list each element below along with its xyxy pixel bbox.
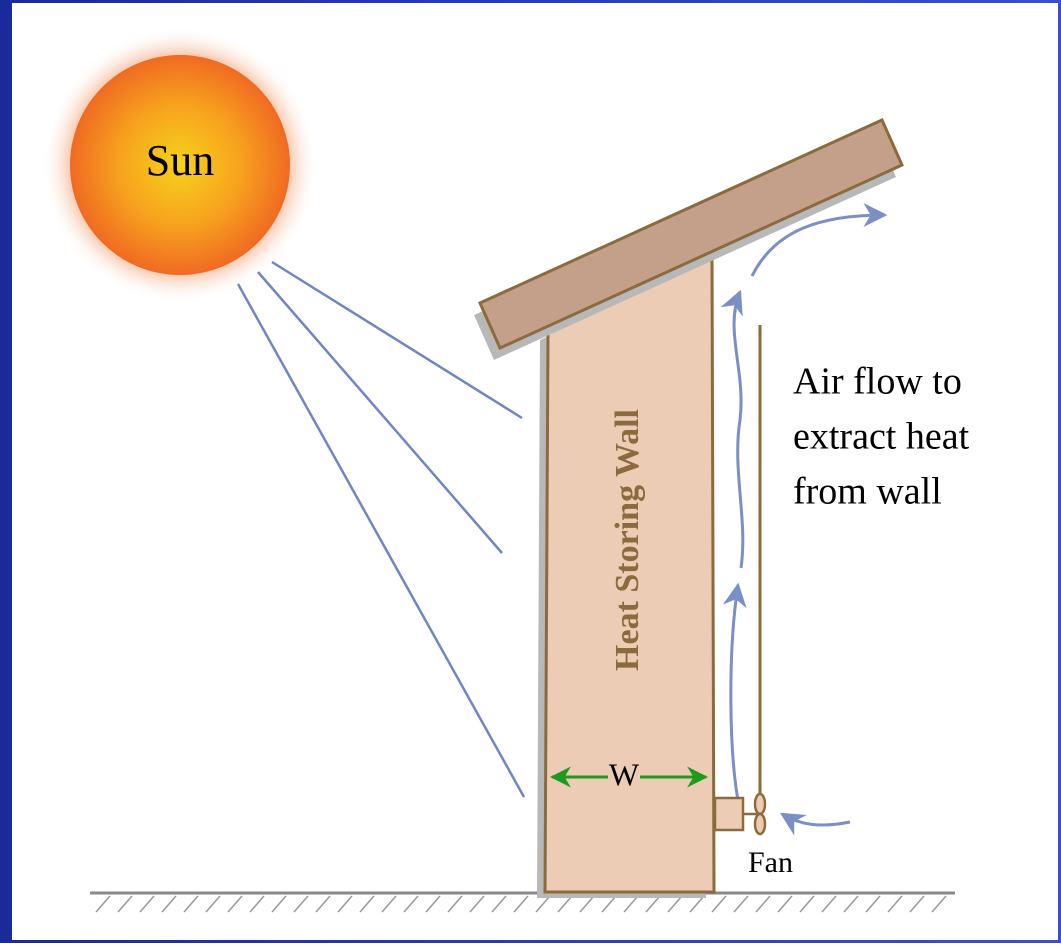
sun-label: Sun [146,136,214,185]
hatch-mark [799,895,815,913]
hatch-mark [117,895,133,913]
flow-arrow [720,289,745,569]
hatch-mark [227,895,243,913]
hatch-mark [865,895,881,913]
hatch-mark [821,895,837,913]
hatch-mark [469,895,485,913]
hatch-mark [711,895,727,913]
hatch-mark [579,895,595,913]
hatch-mark [359,895,375,913]
hatch-mark [139,895,155,913]
ray [271,260,523,420]
hatch-mark [843,895,859,913]
fan-housing [713,796,745,832]
hatch-mark [271,895,287,913]
hatch-mark [887,895,903,913]
hatch-mark [557,895,573,913]
flow-arrow [750,203,888,277]
sun [70,55,290,275]
hatch-mark [601,895,617,913]
hatch-mark [381,895,397,913]
fan-blade [753,812,767,836]
hatch-mark [777,895,793,913]
ray [257,271,503,554]
hatch-mark [909,895,925,913]
hatch-mark [535,895,551,913]
wall-label: Heat Storing Wall [609,409,646,671]
flow-arrow [779,812,851,836]
hatch-mark [337,895,353,913]
flow-arrow [722,582,747,816]
hatch-mark [645,895,661,913]
fan-label: Fan [748,846,793,879]
fan-blade [753,792,767,816]
air-flow-label: from wall [793,471,942,513]
hatch-mark [403,895,419,913]
hatch-mark [95,895,111,913]
hatch-mark [755,895,771,913]
hatch-mark [447,895,463,913]
ground-hatch [95,895,947,913]
hatch-mark [491,895,507,913]
hatch-mark [513,895,529,913]
hatch-mark [183,895,199,913]
hatch-mark [689,895,705,913]
hatch-mark [667,895,683,913]
hatch-mark [205,895,221,913]
air-flow-label: Air flow to [793,361,962,403]
fan [713,792,767,836]
ray [236,283,526,798]
hatch-mark [425,895,441,913]
sun-rays [236,260,526,798]
width-label: W [609,756,640,792]
hatch-mark [733,895,749,913]
roof [478,118,904,350]
hatch-mark [161,895,177,913]
hatch-mark [293,895,309,913]
hatch-mark [931,895,947,913]
hatch-mark [249,895,265,913]
hatch-mark [623,895,639,913]
air-flow [720,203,888,836]
air-flow-label: extract heat [793,416,970,458]
hatch-mark [315,895,331,913]
